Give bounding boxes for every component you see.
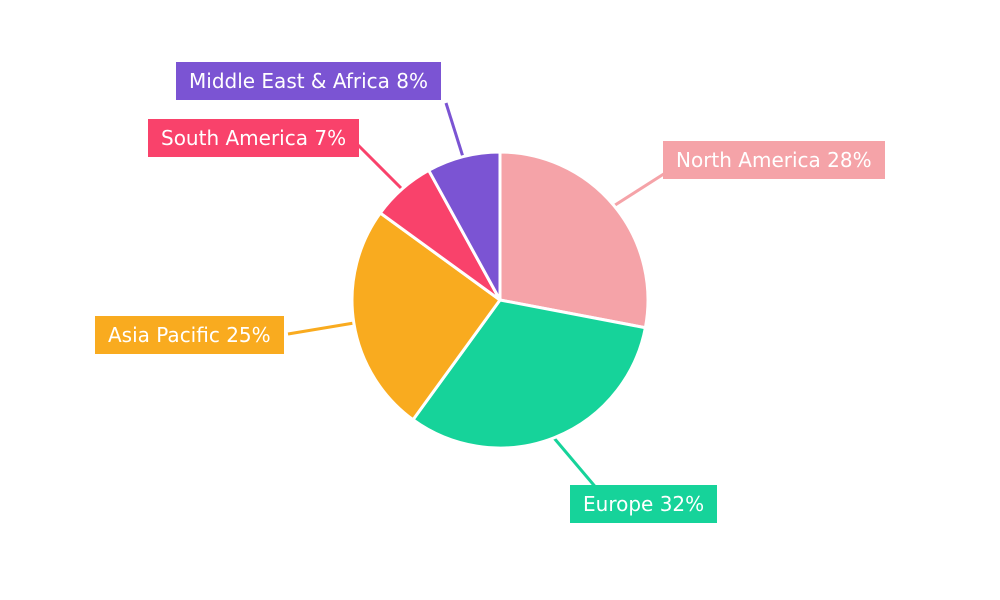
pie-slice-asia-pacific <box>350 211 502 422</box>
leader-line-middle-east-africa <box>444 102 465 158</box>
slice-label-middle-east-africa: Middle East & Africa 8% <box>176 62 442 100</box>
pie-slice-europe <box>411 298 647 450</box>
slice-label-europe: Europe 32% <box>570 485 718 523</box>
slice-label-asia-pacific: Asia Pacific 25% <box>95 316 284 354</box>
leader-line-asia-pacific <box>287 321 355 336</box>
pie-slice-middle-east-africa <box>427 150 502 302</box>
pie-slice-north-america <box>498 150 650 330</box>
leader-line-south-america <box>356 143 405 192</box>
leader-line-europe <box>552 437 600 491</box>
leader-line-north-america <box>611 168 671 209</box>
slice-label-north-america: North America 28% <box>663 141 885 179</box>
slice-label-south-america: South America 7% <box>148 119 360 157</box>
